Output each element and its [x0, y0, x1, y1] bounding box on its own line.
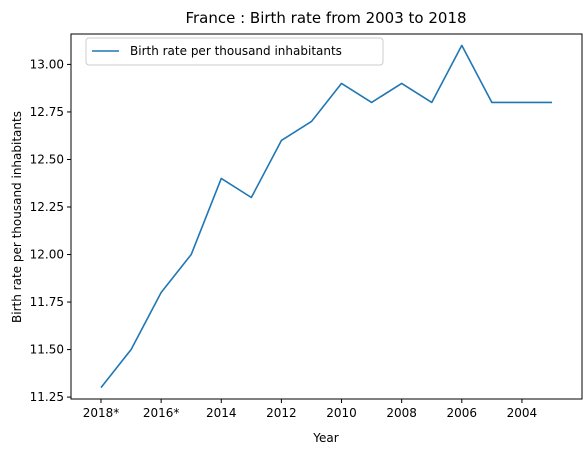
x-tick-label: 2008: [386, 406, 417, 420]
y-tick-label: 11.75: [30, 295, 64, 309]
x-tick-label: 2004: [507, 406, 538, 420]
legend-label: Birth rate per thousand inhabitants: [130, 44, 342, 58]
legend: Birth rate per thousand inhabitants: [85, 37, 384, 66]
legend-box: [85, 37, 384, 66]
y-tick-label: 12.50: [30, 152, 64, 166]
x-tick-label: 2014: [206, 406, 237, 420]
series-line: [100, 44, 552, 389]
y-axis-label: Birth rate per thousand inhabitants: [10, 111, 24, 323]
chart-title: France : Birth rate from 2003 to 2018: [185, 9, 466, 27]
y-tick-label: 11.25: [30, 390, 64, 404]
y-tick-label: 11.50: [30, 343, 64, 357]
y-axis: 11.25 11.50 11.75 12.00 12.25 12.50 12.75 13.00: [30, 57, 71, 404]
plot-frame: [70, 33, 583, 400]
y-tick-label: 12.25: [30, 200, 64, 214]
x-tick-label: 2012: [266, 406, 297, 420]
x-tick-label: 2016*: [143, 406, 180, 420]
y-tick-label: 12.00: [30, 248, 64, 262]
x-tick-label: 2006: [447, 406, 478, 420]
x-tick-label: 2010: [326, 406, 357, 420]
y-tick-label: 13.00: [30, 57, 64, 71]
x-axis-label: Year: [312, 431, 338, 445]
series-layer: [100, 44, 552, 389]
x-axis: 2018* 2016* 2014 2012 2010 2008 2006 2004: [83, 399, 537, 420]
y-tick-label: 12.75: [30, 105, 64, 119]
x-tick-label: 2018*: [83, 406, 120, 420]
